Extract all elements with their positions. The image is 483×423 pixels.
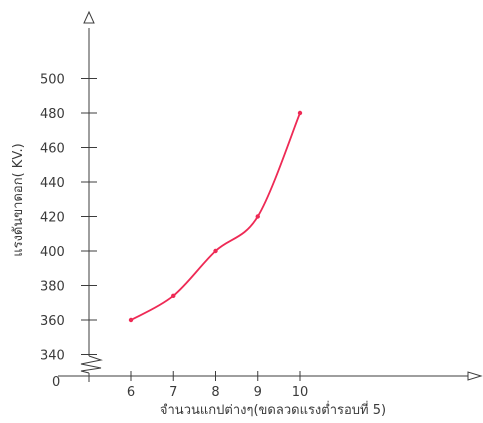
y-tick-label: 480 [40,107,65,122]
y-axis-label: แรงดันขาดอก( KV.) [11,143,26,257]
x-tick-label: 8 [211,385,219,400]
x-axis-label: จำนวนแกปต่างๆ(ขดลวดแรงต่ำรอบที่ 5) [160,401,386,418]
y-tick-label: 460 [40,142,65,157]
y-axis-break [80,355,103,374]
y-tick-label: 380 [40,280,65,295]
y-tick-label: 360 [40,314,65,329]
y-tick-label: 420 [40,211,65,226]
chart-ticks: 340 360 380 400 420 440 460 480 500 6 7 8 9 10 [40,73,308,401]
chart-series [128,110,303,323]
y-origin-label: 0 [52,375,60,390]
chart-axes [58,10,483,382]
y-tick-label: 400 [40,245,65,260]
y-tick-label: 500 [40,73,65,88]
x-tick-label: 7 [169,385,177,400]
y-tick-label: 440 [40,176,65,191]
data-point [171,293,176,299]
series-line [130,112,301,321]
data-point [128,317,134,323]
x-axis-arrow [467,371,483,381]
x-tick-label: 10 [292,385,309,400]
data-point [213,248,218,254]
data-point [297,110,303,116]
x-tick-label: 6 [127,385,135,400]
y-axis-arrow [83,10,95,24]
x-tick-label: 9 [254,385,262,400]
data-point [255,214,260,219]
y-tick-label: 340 [40,349,65,364]
